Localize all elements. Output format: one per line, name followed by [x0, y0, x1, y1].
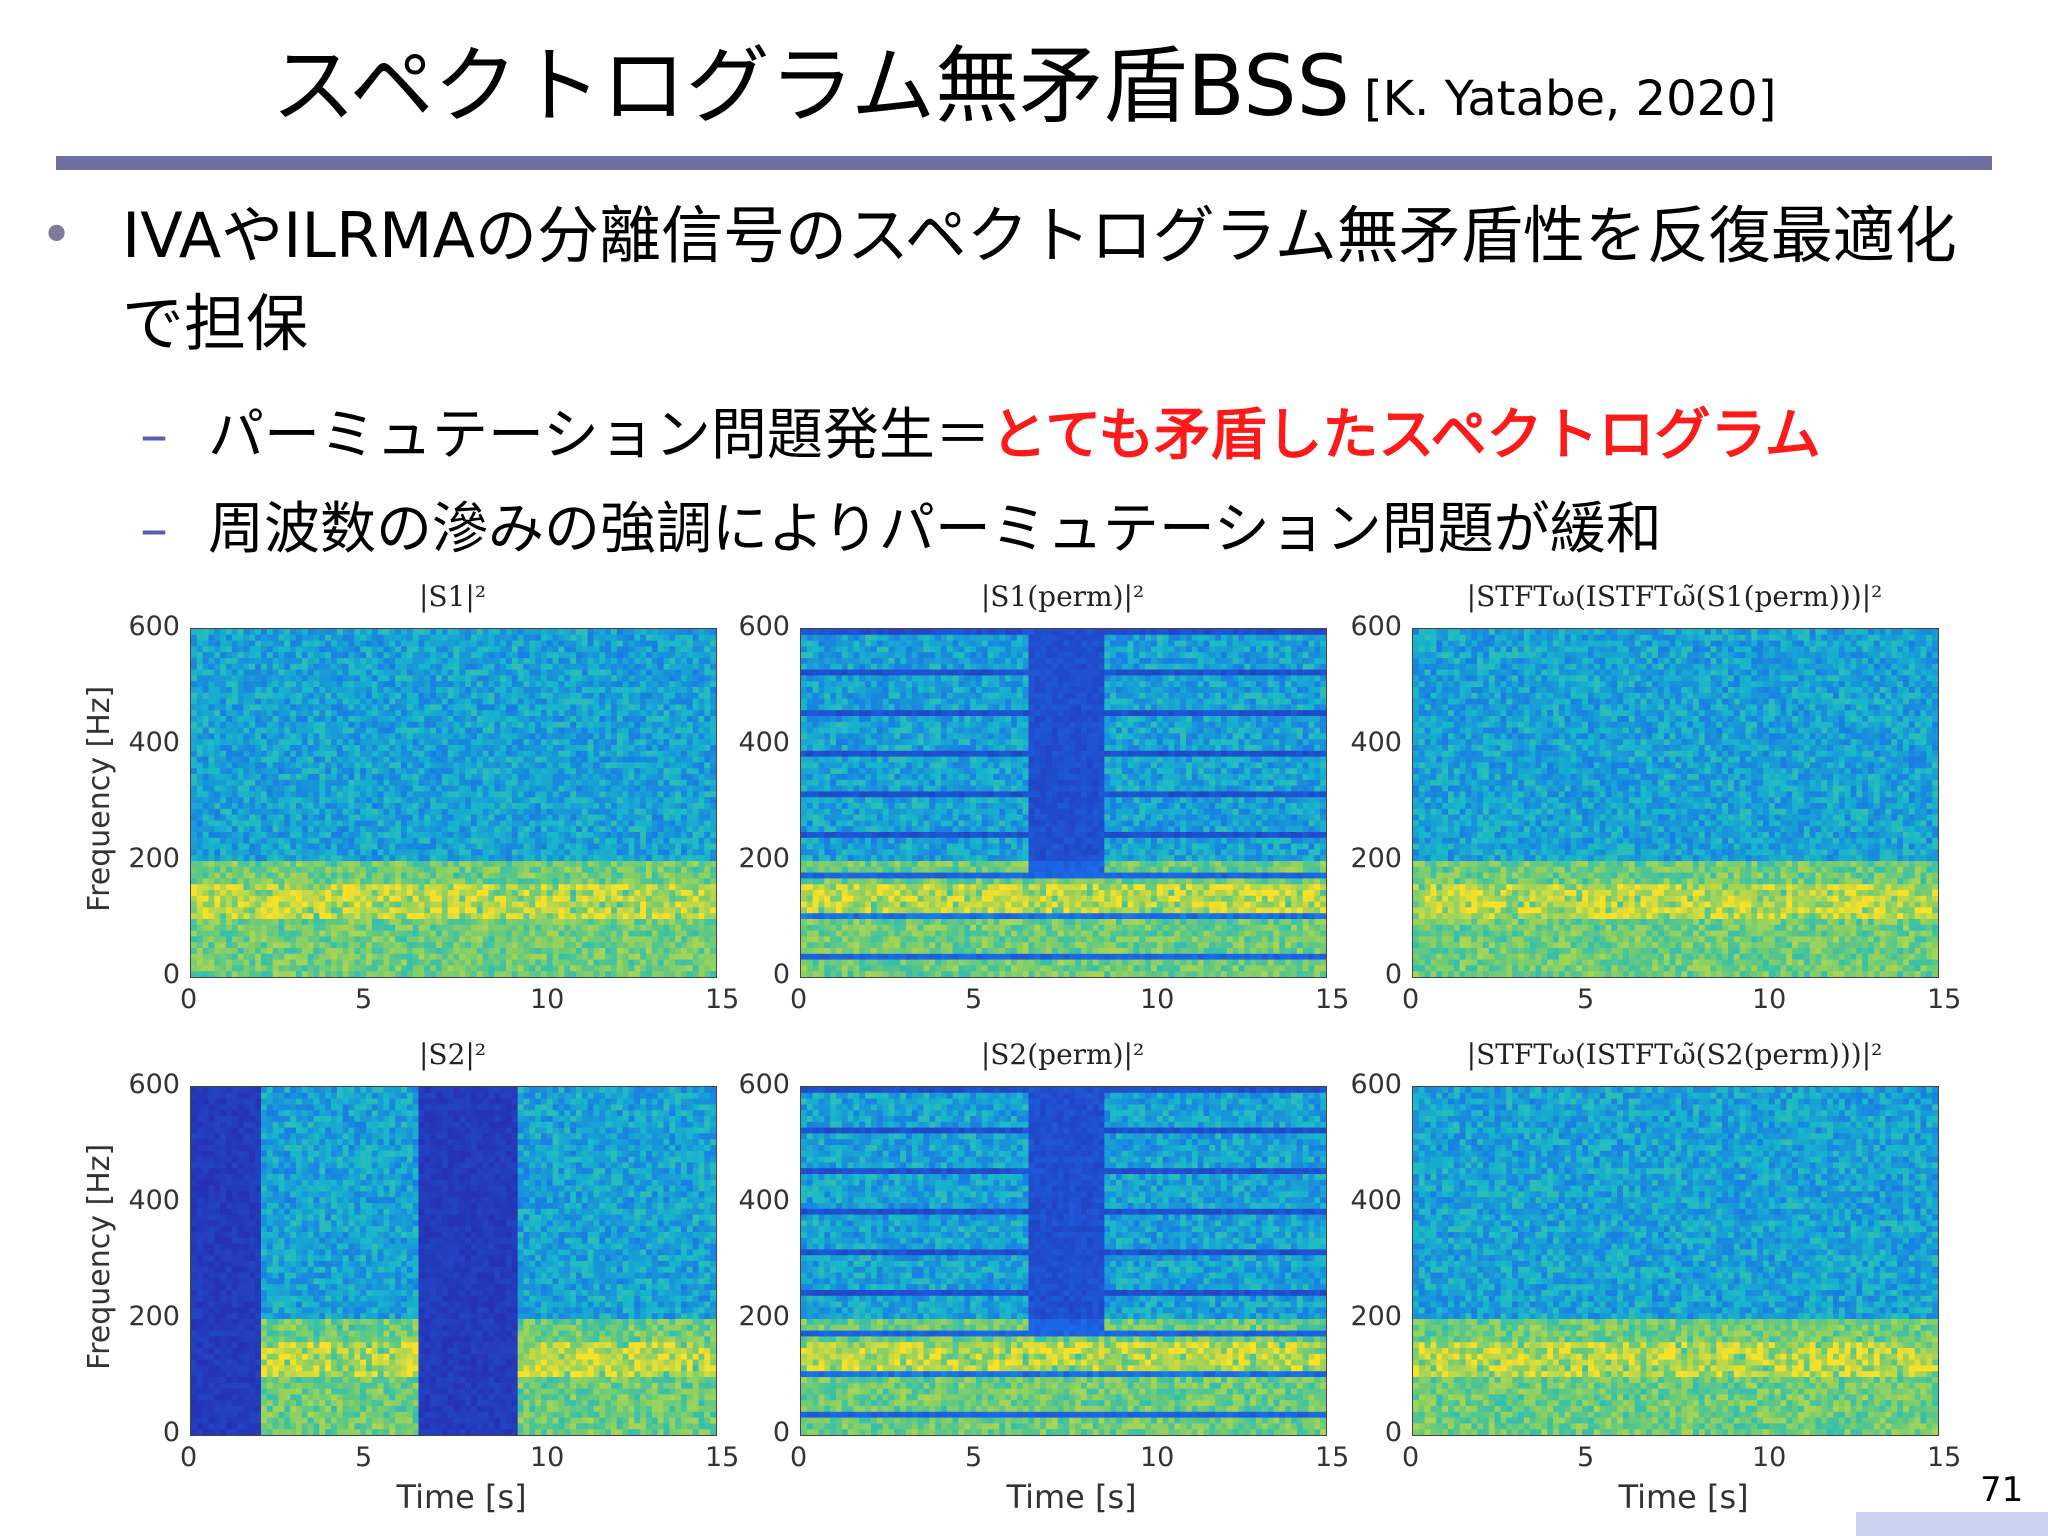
dash-icon: –	[140, 398, 208, 474]
panel-title: |S1|²	[190, 580, 715, 613]
heatmap-plot	[800, 1086, 1327, 1436]
x-tick-label: 15	[705, 984, 739, 1015]
y-tick-label: 200	[738, 843, 790, 874]
sub-bullet-2: – 周波数の滲みの強調によりパーミュテーション問題が緩和	[140, 492, 1662, 568]
bullet-text: IVAやILRMAの分離信号のスペクトログラム無矛盾性を反復最適化で担保	[122, 192, 2000, 368]
y-tick-label: 600	[1350, 1069, 1402, 1100]
y-tick-label: 400	[128, 1185, 180, 1216]
y-tick-label: 0	[1385, 1417, 1402, 1448]
x-axis-label: Time [s]	[1619, 1478, 1749, 1516]
spectrogram-panel-5: |S2(perm)|² 0 5 10 15 0 200 400 600 Time [s]	[738, 1038, 1349, 1516]
x-tick-label: 0	[790, 1442, 807, 1473]
sub-bullet-1: – パーミュテーション問題発生＝とても矛盾したスペクトログラム	[140, 398, 1821, 474]
y-tick-label: 600	[128, 1069, 180, 1100]
y-tick-label: 200	[1350, 843, 1402, 874]
y-axis-label: Frequency [Hz]	[82, 1144, 117, 1370]
y-tick-label: 600	[738, 611, 790, 642]
sub2-text: 周波数の滲みの強調によりパーミュテーション問題が緩和	[208, 497, 1662, 562]
page-number: 71	[1980, 1470, 2023, 1510]
y-tick-label: 600	[128, 611, 180, 642]
bullet-dot-icon: •	[40, 192, 73, 280]
x-tick-label: 0	[180, 1442, 197, 1473]
y-tick-label: 400	[738, 1185, 790, 1216]
spectrogram-panel-1: |S1|² 0 5 10 15 0 200 400 600 Frequency [Hz]	[82, 580, 739, 1015]
y-tick-label: 400	[128, 727, 180, 758]
sub1-prefix: パーミュテーション問題発生＝	[208, 403, 991, 468]
x-tick-label: 10	[530, 1442, 564, 1473]
y-tick-label: 400	[738, 727, 790, 758]
x-tick-label: 10	[530, 984, 564, 1015]
x-tick-label: 0	[1402, 1442, 1419, 1473]
x-tick-label: 10	[1140, 984, 1174, 1015]
x-axis-label: Time [s]	[397, 1478, 527, 1516]
y-tick-label: 0	[163, 959, 180, 990]
title-rule	[56, 156, 1992, 170]
x-tick-label: 5	[965, 984, 982, 1015]
y-tick-label: 200	[128, 1301, 180, 1332]
spectrogram-panel-4: |S2|² 0 5 10 15 0 200 400 600 Frequency [Hz] Time …	[82, 1038, 739, 1516]
corner-decoration	[1856, 1512, 2048, 1536]
panel-title: |S2(perm)|²	[800, 1038, 1325, 1071]
y-tick-label: 200	[1350, 1301, 1402, 1332]
slide-title: スペクトログラム無矛盾BSS [K. Yatabe, 2020]	[0, 36, 2048, 149]
x-tick-label: 15	[1315, 1442, 1349, 1473]
x-tick-label: 5	[355, 1442, 372, 1473]
y-tick-label: 400	[1350, 727, 1402, 758]
heatmap-plot	[1412, 628, 1939, 978]
y-tick-label: 400	[1350, 1185, 1402, 1216]
x-tick-label: 10	[1140, 1442, 1174, 1473]
y-tick-label: 0	[163, 1417, 180, 1448]
spectrogram-panel-3: |STFTω(ISTFTω̃(S1(perm)))|² 0 5 10 15 0 200 400…	[1350, 580, 1961, 1015]
x-tick-label: 5	[1577, 1442, 1594, 1473]
sub1-highlight: とても矛盾したスペクトログラム	[991, 403, 1821, 468]
panel-title: |S1(perm)|²	[800, 580, 1325, 613]
heatmap-plot	[800, 628, 1327, 978]
y-tick-label: 200	[128, 843, 180, 874]
x-tick-label: 10	[1752, 1442, 1786, 1473]
panel-title: |STFTω(ISTFTω̃(S1(perm)))|²	[1412, 580, 1937, 613]
heatmap-plot	[190, 628, 717, 978]
panel-title: |STFTω(ISTFTω̃(S2(perm)))|²	[1412, 1038, 1937, 1071]
y-axis-label: Frequency [Hz]	[82, 686, 117, 912]
panel-title: |S2|²	[190, 1038, 715, 1071]
x-tick-label: 15	[1927, 984, 1961, 1015]
y-tick-label: 600	[738, 1069, 790, 1100]
x-tick-label: 5	[965, 1442, 982, 1473]
x-tick-label: 15	[1315, 984, 1349, 1015]
y-tick-label: 0	[1385, 959, 1402, 990]
x-axis-label: Time [s]	[1007, 1478, 1137, 1516]
y-tick-label: 600	[1350, 611, 1402, 642]
dash-icon: –	[140, 492, 208, 568]
x-tick-label: 5	[355, 984, 372, 1015]
x-tick-label: 0	[1402, 984, 1419, 1015]
x-tick-label: 5	[1577, 984, 1594, 1015]
y-tick-label: 0	[773, 1417, 790, 1448]
spectrogram-panel-2: |S1(perm)|² 0 5 10 15 0 200 400 600	[738, 580, 1349, 1015]
y-tick-label: 0	[773, 959, 790, 990]
x-tick-label: 0	[180, 984, 197, 1015]
x-tick-label: 15	[705, 1442, 739, 1473]
title-text: スペクトログラム無矛盾BSS	[272, 37, 1350, 135]
x-tick-label: 10	[1752, 984, 1786, 1015]
x-tick-label: 15	[1927, 1442, 1961, 1473]
x-tick-label: 0	[790, 984, 807, 1015]
main-bullet: • IVAやILRMAの分離信号のスペクトログラム無矛盾性を反復最適化で担保	[40, 192, 2000, 368]
y-tick-label: 200	[738, 1301, 790, 1332]
heatmap-plot	[1412, 1086, 1939, 1436]
spectrogram-panel-6: |STFTω(ISTFTω̃(S2(perm)))|² 0 5 10 15 0 200 400…	[1350, 1038, 1961, 1516]
heatmap-plot	[190, 1086, 717, 1436]
citation: [K. Yatabe, 2020]	[1364, 71, 1776, 127]
